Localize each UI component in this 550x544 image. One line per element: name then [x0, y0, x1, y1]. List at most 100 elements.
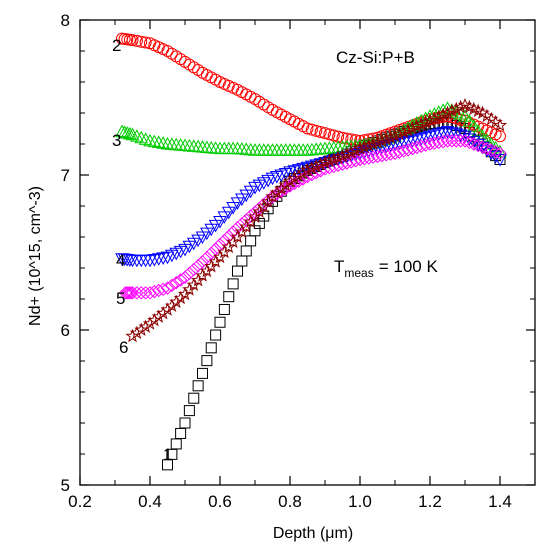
series-5-point — [187, 262, 201, 277]
curve-label-6: 6 — [119, 338, 128, 357]
series-5-point — [143, 286, 157, 300]
series-4-point — [449, 128, 464, 141]
series-4-point — [156, 252, 170, 265]
series-6-point — [151, 309, 166, 323]
series-6-point — [278, 177, 293, 192]
series-2-point — [139, 36, 152, 49]
series-1-point — [201, 355, 213, 367]
series-5-point — [366, 150, 380, 164]
series-5-point — [453, 134, 468, 148]
series-5-point — [348, 153, 363, 168]
series-3-point — [147, 134, 162, 148]
series-6-point — [361, 138, 376, 152]
series-6-point — [125, 328, 140, 343]
series-6-point — [457, 97, 473, 112]
series-2-point — [319, 127, 331, 140]
y-axis-title: Nd+ (10^15, cm^-3) — [27, 186, 44, 326]
series-4-point — [143, 254, 157, 268]
series-5-point — [134, 286, 148, 300]
series-5-point — [147, 284, 162, 299]
series-5-point — [484, 143, 498, 157]
series-6-point — [444, 103, 459, 118]
series-6-point — [348, 143, 363, 157]
series-5-point — [449, 134, 463, 148]
x-tick-label: 1.2 — [418, 492, 442, 511]
series-5-point — [160, 281, 175, 295]
series-6-point — [396, 124, 411, 139]
series-6-point — [387, 128, 403, 143]
series-6-point — [317, 155, 333, 169]
series-6-point — [265, 189, 280, 203]
series-4-point — [431, 128, 446, 141]
series-4-point — [418, 131, 433, 145]
series-4-point — [445, 127, 459, 140]
series-5-point — [392, 145, 407, 159]
curve-label-5: 5 — [116, 289, 125, 308]
series-6-point — [370, 135, 385, 149]
series-5-point — [379, 148, 393, 162]
series-5-point — [362, 151, 376, 165]
series-1-point — [210, 329, 222, 341]
series-6-point — [440, 105, 455, 120]
series-1-point — [214, 316, 226, 328]
series-6-point — [405, 121, 420, 135]
series-5-point — [480, 141, 494, 156]
series-2-point — [336, 131, 349, 144]
series-6-point — [309, 159, 324, 173]
series-4-point — [213, 216, 227, 229]
series-5-point — [410, 140, 424, 155]
series-5-point — [165, 278, 179, 293]
series-6-point — [156, 305, 171, 320]
series-2-point — [130, 34, 143, 47]
series-6-point — [173, 290, 188, 305]
series-3-point — [125, 127, 140, 141]
series-6-point — [287, 171, 302, 185]
series-3-point — [134, 130, 149, 144]
series-1-point — [205, 342, 217, 354]
series-4-point — [405, 135, 420, 148]
x-tick-label: 1.4 — [488, 492, 512, 511]
series-1-point — [227, 278, 239, 290]
series-5-point — [357, 152, 372, 166]
series-4-point — [226, 202, 240, 215]
series-5-point — [467, 137, 481, 151]
series-5-point — [191, 258, 205, 273]
series-4-point — [475, 141, 490, 155]
series-5-point — [458, 134, 472, 148]
series-6-point — [269, 185, 284, 199]
series-4-point — [427, 129, 442, 143]
series-4-point — [283, 166, 297, 179]
series-6-point — [138, 319, 153, 333]
series-5-point — [423, 137, 437, 151]
series-5-point — [340, 156, 354, 170]
series-6-point — [492, 117, 508, 132]
curve-label-4: 4 — [116, 251, 125, 270]
series-3-point — [143, 133, 157, 147]
series-6-point — [274, 181, 289, 195]
axis-tick-labels: 0.2 0.4 0.6 0.8 1.0 1.2 1.4 5 6 7 8 — [61, 11, 512, 511]
series-4-point — [274, 169, 289, 183]
series-6-point — [169, 294, 184, 309]
series-6-point — [366, 136, 381, 151]
series-6-point — [344, 145, 359, 159]
series-6-point — [339, 147, 354, 161]
series-4-point — [147, 253, 162, 267]
series-1-point — [253, 217, 265, 229]
series-6-point — [471, 103, 486, 118]
series-1-point — [192, 380, 204, 392]
series-6-point — [414, 117, 429, 131]
series-4-point — [401, 136, 415, 149]
axis-ticks — [79, 19, 535, 486]
series-6-point — [164, 298, 179, 312]
temperature-subscript: meas — [344, 266, 373, 280]
series-6-point — [374, 133, 389, 147]
series-5-point — [120, 286, 134, 300]
series-6-point — [449, 101, 464, 116]
temperature-value: = 100 K — [379, 257, 439, 276]
series-5-point — [445, 134, 459, 148]
series-5-point — [169, 276, 183, 290]
series-4-point — [265, 172, 280, 186]
series-5-point — [471, 138, 485, 153]
series-6-point — [418, 115, 433, 129]
